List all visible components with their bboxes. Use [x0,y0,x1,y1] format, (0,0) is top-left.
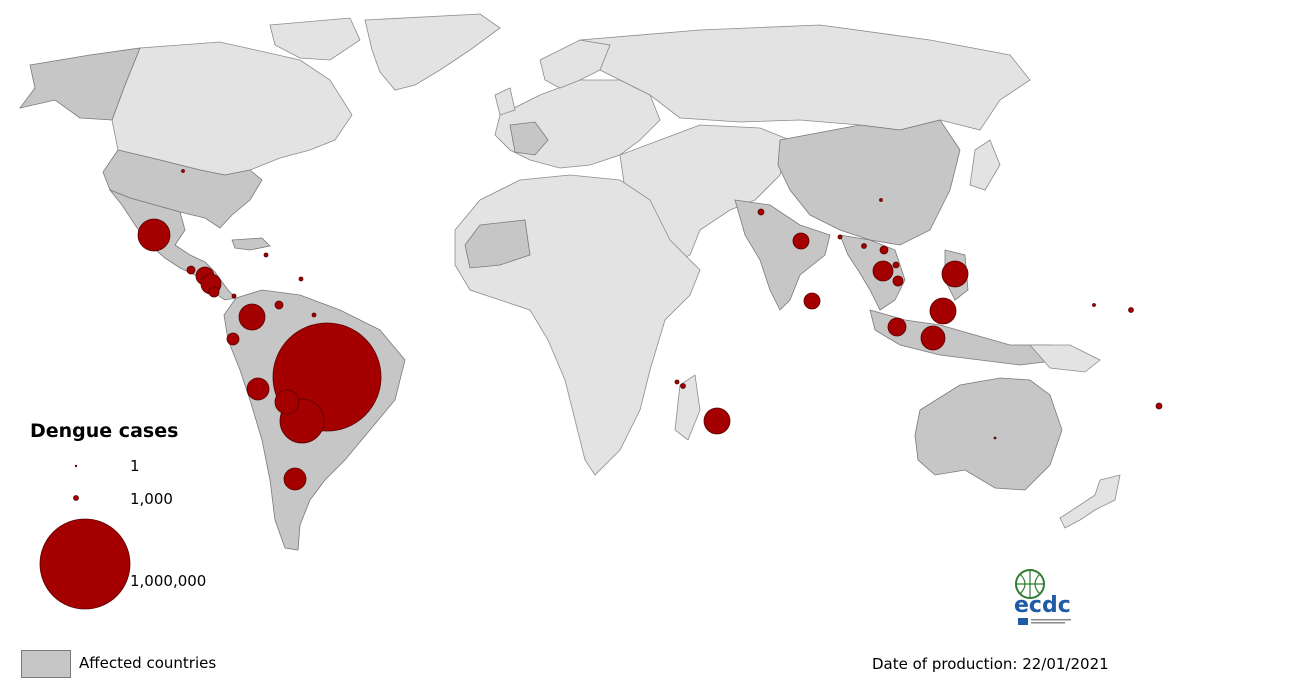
alaska [19,47,141,121]
bubble-sri-lanka [803,292,821,310]
ecdc-logo-text: ecdc [1014,593,1071,618]
bubble-cambodia [892,275,904,287]
legend-bubble-1 [74,464,78,468]
bubble-colombia [238,303,266,331]
dengue-bubbles [137,169,1163,491]
bubble-laos [879,245,889,255]
mali [464,219,531,269]
bubble-caribbean-1 [263,252,269,258]
bubble-caribbean-2 [298,276,304,282]
bubble-guianas [311,312,317,318]
bubble-costa-rica [208,286,220,298]
bubble-thailand [872,260,894,282]
bubble-comoros [674,379,680,385]
eu-flag-icon [1018,618,1028,625]
production-date: Date of production: 22/01/2021 [872,655,1109,673]
madagascar [674,374,701,441]
bubble-australia [993,436,997,440]
bubble-pacific-1 [1092,303,1096,307]
papua-new-guinea [1029,344,1101,373]
bubble-mayotte [680,383,686,389]
france [509,121,549,156]
legend-title: Dengue cases [30,420,179,442]
bubble-venezuela [274,300,284,310]
bubble-guatemala [186,265,196,275]
bubble-indonesia [920,325,946,351]
legend-label-1: 1 [130,457,140,475]
bubble-vietnam [892,261,900,269]
legend-size-bubbles [39,464,131,610]
japan [969,139,1001,191]
greenland [364,13,501,91]
bubble-peru-bolivia [274,389,300,415]
bubble-reunion [703,407,731,435]
arctic-islands [269,17,361,61]
bubble-philippines [941,260,969,288]
canada [111,41,353,176]
bubble-peru [246,377,270,401]
legend-bubble-1000000 [39,518,131,610]
southeast-asia [839,234,906,311]
legend-bubble-1000 [73,495,79,501]
bubble-pacific-2 [1128,307,1134,313]
bubble-pakistan [757,208,765,216]
bubble-brunei-sabah [929,297,957,325]
new-zealand [1059,474,1121,529]
bubble-ecuador [226,332,240,346]
uk [494,87,516,116]
affected-countries-swatch [21,650,71,678]
bubble-china [879,198,883,202]
bubble-usa [181,169,185,173]
caribbean-islands [231,237,271,251]
india [734,199,831,311]
affected-countries-label: Affected countries [79,654,217,672]
bubble-argentina [283,467,307,491]
bubble-bangladesh [837,234,843,240]
bubble-fiji [1155,402,1163,410]
bubble-mexico [137,218,171,252]
bubble-myanmar [861,243,867,249]
bubble-panama [231,293,237,299]
australia [914,377,1063,491]
bubble-india [792,232,810,250]
legend-label-1000: 1,000 [130,490,173,508]
china [777,119,961,246]
legend-label-1000000: 1,000,000 [130,572,207,590]
ecdc-logo: ecdc [1014,569,1071,625]
bubble-malaysia [887,317,907,337]
